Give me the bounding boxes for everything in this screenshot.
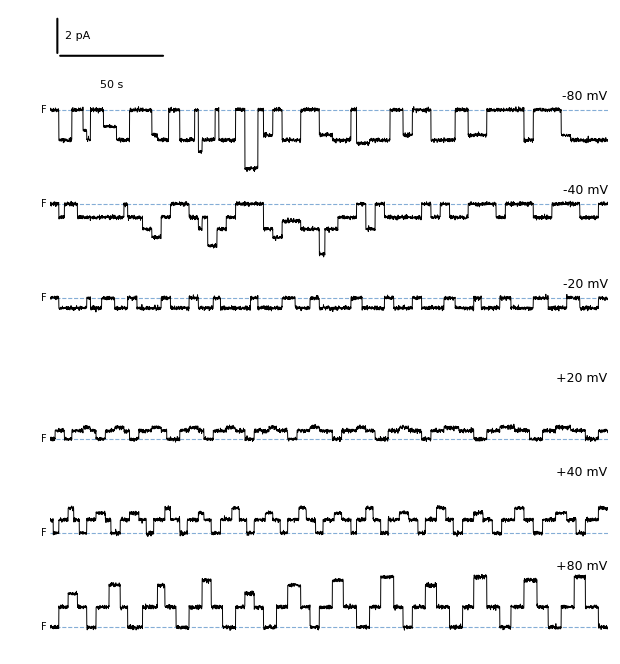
Text: +20 mV: +20 mV xyxy=(557,372,608,385)
Text: F: F xyxy=(41,434,47,444)
Text: 2 pA: 2 pA xyxy=(65,31,91,41)
Text: +40 mV: +40 mV xyxy=(557,466,608,479)
Text: F: F xyxy=(41,293,47,303)
Text: F: F xyxy=(41,622,47,632)
Text: F: F xyxy=(41,528,47,538)
Text: F: F xyxy=(41,199,47,209)
Text: 50 s: 50 s xyxy=(100,80,123,90)
Text: -80 mV: -80 mV xyxy=(562,90,608,103)
Text: +80 mV: +80 mV xyxy=(556,560,608,573)
Text: -20 mV: -20 mV xyxy=(562,278,608,291)
Text: F: F xyxy=(41,105,47,115)
Text: -40 mV: -40 mV xyxy=(562,184,608,197)
